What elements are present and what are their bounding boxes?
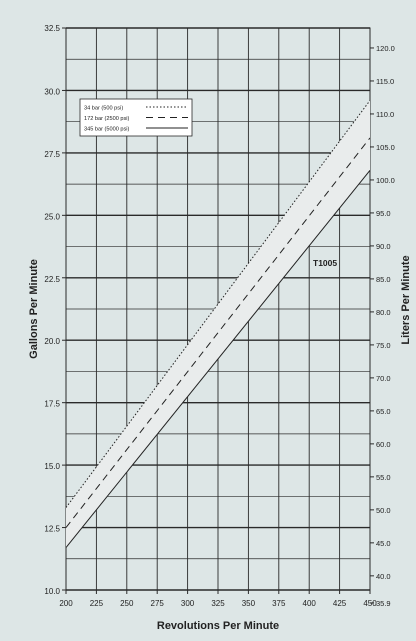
y-tick-label: 27.5 <box>44 150 60 159</box>
y-tick-label: 15.0 <box>44 462 60 471</box>
y2-tick-label: 40.0 <box>376 572 391 581</box>
series-lines <box>65 100 371 548</box>
x-tick-label: 250 <box>120 599 134 608</box>
x-tick-label: 200 <box>59 599 73 608</box>
y2-tick-label: 70.0 <box>376 374 391 383</box>
legend-label: 34 bar (500 psi) <box>84 106 123 112</box>
pressure-band-fill <box>66 100 370 548</box>
x-tick-label: 450 <box>363 599 377 608</box>
x-tick-label: 325 <box>211 599 225 608</box>
y2-tick-label: 65.0 <box>376 407 391 416</box>
x-tick-label: 225 <box>90 599 104 608</box>
x-tick-label: 375 <box>272 599 286 608</box>
y2-tick-label: 95.0 <box>376 209 391 218</box>
y-tick-label: 32.5 <box>44 24 60 33</box>
y2-tick-label: 35.9 <box>376 599 391 608</box>
x-axis-ticks: 200 225 250 275 300 325 350 375 400 425 450 <box>59 590 377 608</box>
y2-tick-label: 100.0 <box>376 176 395 185</box>
y2-tick-label: 45.0 <box>376 539 391 548</box>
y2-axis-title: Liters Per Minute <box>400 255 412 344</box>
legend-label: 345 bar (5000 psi) <box>84 127 130 133</box>
x-tick-label: 275 <box>151 599 165 608</box>
band <box>66 100 370 548</box>
y-tick-label: 17.5 <box>44 400 60 409</box>
y2-tick-label: 60.0 <box>376 440 391 449</box>
x-axis-title: Revolutions Per Minute <box>157 620 279 632</box>
y2-tick-label: 105.0 <box>376 143 395 152</box>
y2-tick-label: 90.0 <box>376 242 391 251</box>
x-tick-label: 425 <box>333 599 347 608</box>
y-tick-label: 20.0 <box>44 337 60 346</box>
y-tick-label: 12.5 <box>44 525 60 534</box>
y-axis-title: Gallons Per Minute <box>28 259 40 359</box>
y-tick-label: 30.0 <box>44 87 60 96</box>
series-line-dashed <box>65 137 371 528</box>
y2-axis-ticks: 35.9 40.0 45.0 50.0 55.0 60.0 65.0 70.0 75.0 80.0… <box>370 44 395 608</box>
y2-tick-label: 115.0 <box>376 77 394 86</box>
x-tick-label: 350 <box>242 599 256 608</box>
y-tick-label: 10.0 <box>44 587 60 596</box>
y-tick-label: 22.5 <box>44 275 60 284</box>
legend: 34 bar (500 psi) 172 bar (2500 psi) 345 ba… <box>79 98 193 137</box>
band-label: T1005 <box>313 258 337 268</box>
y-tick-label: 25.0 <box>44 212 60 221</box>
y2-tick-label: 80.0 <box>376 308 391 317</box>
x-tick-label: 400 <box>303 599 317 608</box>
legend-label: 172 bar (2500 psi) <box>84 116 130 122</box>
series-line-dotted <box>65 100 371 508</box>
y2-tick-label: 55.0 <box>376 473 391 482</box>
y2-tick-label: 85.0 <box>376 275 391 284</box>
series-line-solid <box>65 170 371 548</box>
y2-tick-label: 75.0 <box>376 341 391 350</box>
y-axis-ticks: 10.0 12.5 15.0 17.5 20.0 22.5 25.0 27.5 30.0 32.5 <box>44 24 66 596</box>
y2-tick-label: 110.0 <box>376 110 394 119</box>
grid <box>65 27 371 591</box>
y2-tick-label: 50.0 <box>376 506 391 515</box>
x-tick-label: 300 <box>181 599 195 608</box>
y2-tick-label: 120.0 <box>376 44 395 53</box>
